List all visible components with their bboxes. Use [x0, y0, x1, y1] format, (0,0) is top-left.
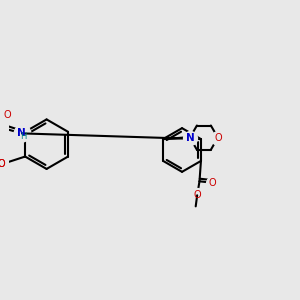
Text: H: H	[20, 132, 27, 141]
Text: O: O	[193, 190, 201, 200]
Text: O: O	[209, 178, 216, 188]
Text: N: N	[185, 133, 194, 142]
Text: O: O	[0, 159, 5, 169]
Text: O: O	[4, 110, 11, 120]
Text: O: O	[0, 159, 5, 169]
Text: O: O	[214, 133, 222, 142]
Text: N: N	[17, 128, 26, 137]
